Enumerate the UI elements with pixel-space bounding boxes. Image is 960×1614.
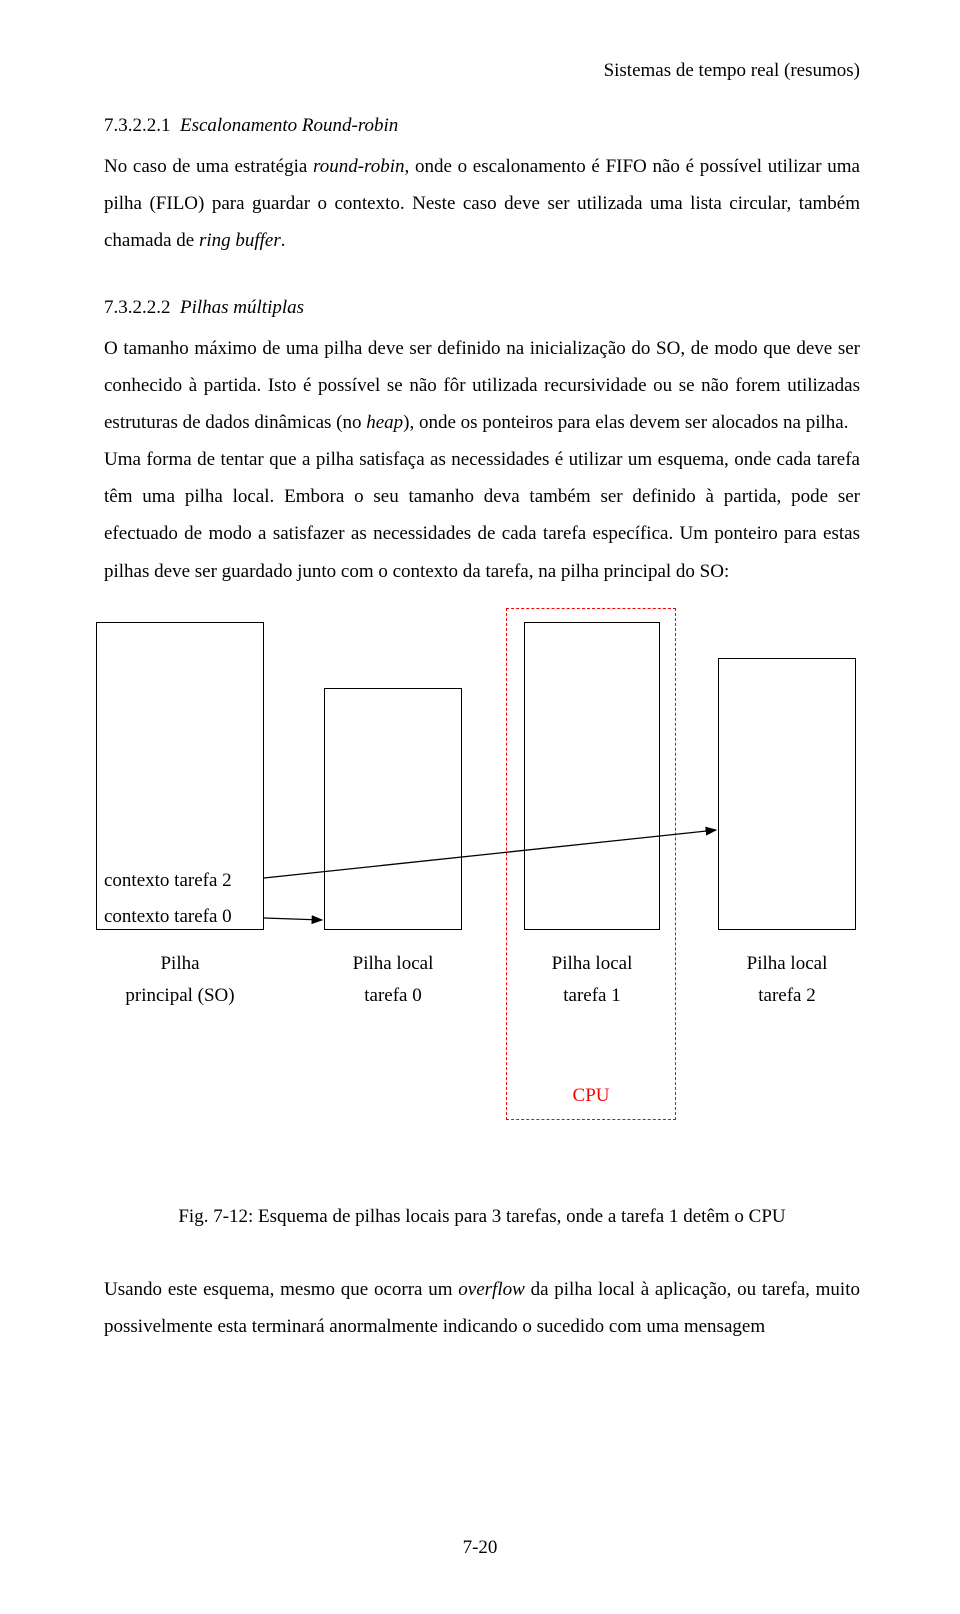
running-header: Sistemas de tempo real (resumos) [604, 52, 860, 89]
section2-paragraph2: Uma forma de tentar que a pilha satisfaç… [104, 441, 860, 589]
page-number: 7-20 [0, 1529, 960, 1566]
section2-paragraph1: O tamanho máximo de uma pilha deve ser d… [104, 330, 860, 441]
section-number-1: 7.3.2.2.1 [104, 115, 171, 136]
figure-caption: Fig. 7-12: Esquema de pilhas locais para… [104, 1198, 860, 1235]
context-label-0: contexto tarefa 0 [104, 898, 232, 935]
stack-diagram: contexto tarefa 2 contexto tarefa 0 Pilh… [104, 608, 860, 1178]
caption-t2-l1: Pilha local [747, 953, 828, 974]
section-title-1: Escalonamento Round-robin [180, 115, 398, 136]
caption-main-l2: principal (SO) [125, 985, 234, 1006]
section-number-2: 7.3.2.2.2 [104, 297, 171, 318]
caption-t0-l2: tarefa 0 [364, 985, 421, 1006]
caption-main-l1: Pilha [160, 953, 199, 974]
local-stack-2-box [718, 658, 856, 930]
context-label-2: contexto tarefa 2 [104, 862, 232, 899]
caption-t1: Pilha local tarefa 1 [524, 948, 660, 1013]
section1-paragraph: No caso de uma estratégia round-robin, o… [104, 148, 860, 259]
caption-t1-l1: Pilha local [552, 953, 633, 974]
caption-t0-l1: Pilha local [353, 953, 434, 974]
section-title-2: Pilhas múltiplas [180, 297, 304, 318]
cpu-label: CPU [506, 1080, 676, 1112]
local-stack-1-box [524, 622, 660, 930]
local-stack-0-box [324, 688, 462, 930]
section-heading-1: 7.3.2.2.1 Escalonamento Round-robin [104, 107, 860, 144]
caption-t1-l2: tarefa 1 [563, 985, 620, 1006]
caption-t2: Pilha local tarefa 2 [718, 948, 856, 1013]
caption-main: Pilha principal (SO) [96, 948, 264, 1013]
section-heading-2: 7.3.2.2.2 Pilhas múltiplas [104, 289, 860, 326]
caption-t2-l2: tarefa 2 [758, 985, 815, 1006]
closing-paragraph: Usando este esquema, mesmo que ocorra um… [104, 1271, 860, 1345]
caption-t0: Pilha local tarefa 0 [324, 948, 462, 1013]
